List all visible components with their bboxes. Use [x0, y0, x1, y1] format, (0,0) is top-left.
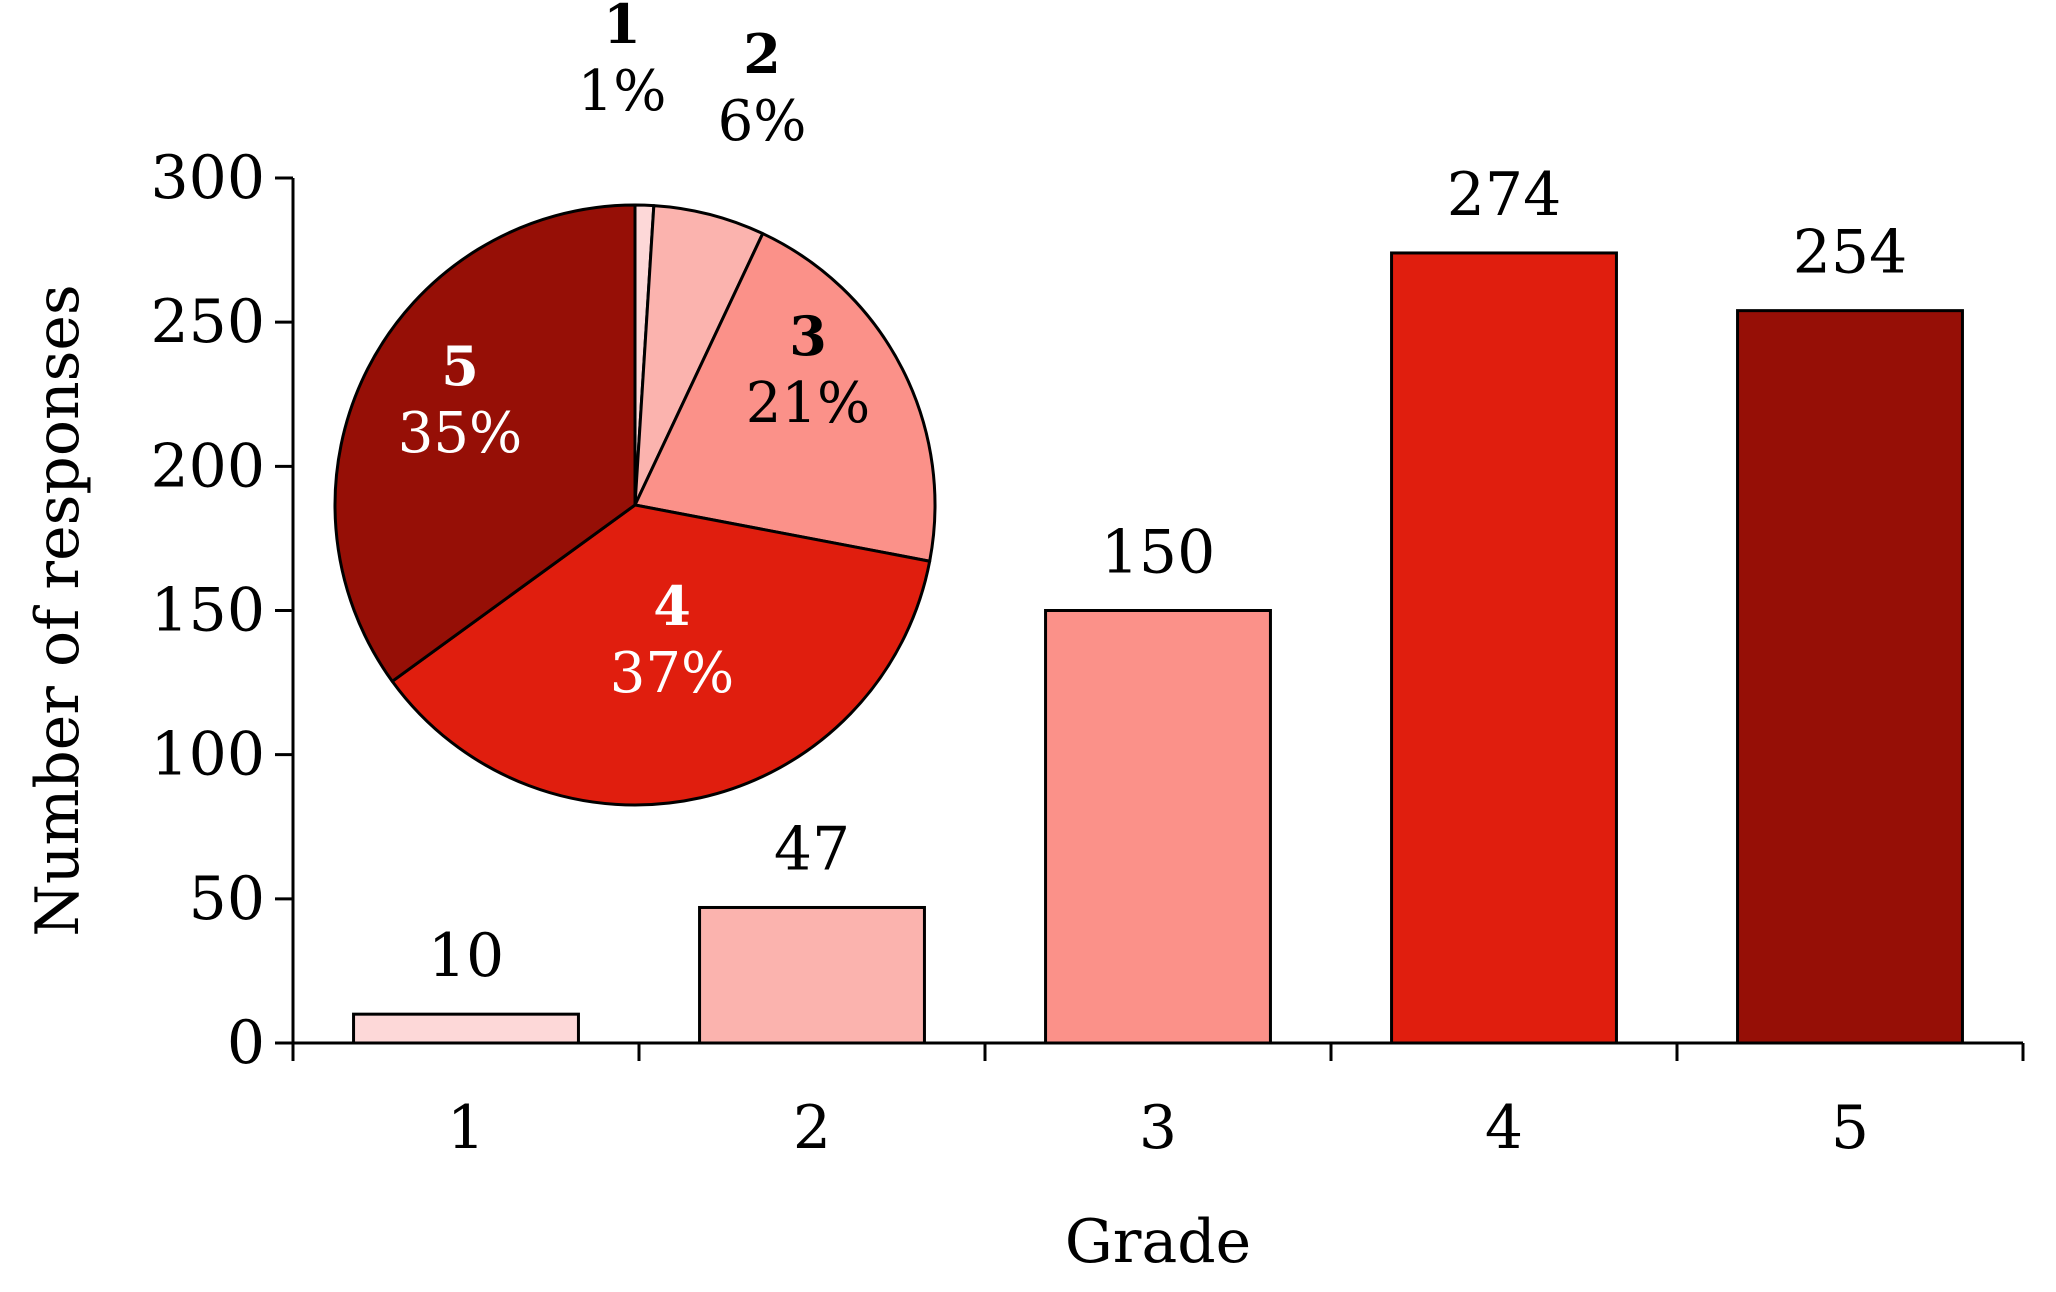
pie-labels: 11% 26% 321% 437% 535%: [398, 0, 870, 706]
pie-category-label: 1: [603, 0, 641, 56]
bar-value-label: 274: [1447, 160, 1562, 230]
y-axis-ticks: 0 50 100 150 200 250 300: [150, 143, 293, 1078]
pie-percent-label: 35%: [398, 401, 522, 466]
pie-percent-label: 21%: [746, 371, 870, 436]
bar-data-labels: 10 47 150 274 254: [428, 160, 1907, 991]
y-tick-label: 300: [150, 143, 265, 213]
x-tick-label: 3: [1139, 1093, 1177, 1163]
pie-category-label: 3: [789, 304, 827, 368]
y-tick-label: 150: [150, 576, 265, 646]
bar-value-label: 47: [774, 814, 850, 884]
pie-slice: [390, 503, 932, 807]
bar: [698, 905, 926, 1045]
pie-category-label: 4: [653, 574, 691, 638]
y-tick-label: 50: [189, 864, 265, 934]
pie-chart: 11% 26% 321% 437% 535%: [333, 0, 937, 807]
bar: [1736, 309, 1964, 1045]
x-axis-ticks: 1 2 3 4 5: [291, 1043, 2025, 1163]
bars: [352, 251, 1964, 1045]
pie-slice: [333, 203, 637, 683]
bar-value-label: 150: [1101, 518, 1216, 588]
bar: [1390, 251, 1618, 1045]
x-axis-title: Grade: [1065, 1207, 1251, 1277]
bar-value-label: 254: [1793, 218, 1908, 288]
x-tick-label: 5: [1831, 1093, 1869, 1163]
y-tick-label: 250: [150, 287, 265, 357]
y-tick-label: 200: [150, 431, 265, 501]
y-tick-label: 100: [150, 720, 265, 790]
pie-percent-label: 6%: [718, 89, 807, 154]
x-tick-label: 2: [793, 1093, 831, 1163]
pie-category-label: 2: [743, 22, 781, 86]
bar: [1044, 609, 1272, 1045]
y-tick-label: 0: [227, 1008, 265, 1078]
pie-percent-label: 37%: [610, 641, 734, 706]
y-axis-title: Number of responses: [23, 284, 93, 936]
pie-slices: [333, 203, 937, 807]
x-tick-label: 1: [447, 1093, 485, 1163]
bar-chart: 0 50 100 150 200 250 300 1 2 3 4 5 10 47 150 274 254 G…: [23, 143, 2025, 1277]
bar-value-label: 10: [428, 921, 504, 991]
pie-category-label: 5: [441, 334, 479, 398]
pie-percent-label: 1%: [578, 59, 667, 124]
bar: [352, 1012, 580, 1045]
pie-slice: [633, 232, 937, 563]
x-tick-label: 4: [1485, 1093, 1523, 1163]
